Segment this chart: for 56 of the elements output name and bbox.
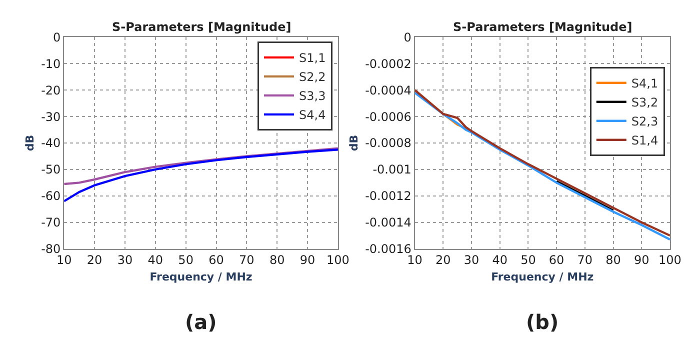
x-tick-label: 70 [577,253,593,268]
line-series [64,148,338,202]
legend-label: S4,1 [631,76,658,91]
x-axis-title: Frequency / MHz [491,270,594,284]
y-tick-label: -0.0004 [365,83,412,98]
x-tick-label: 30 [464,253,480,268]
x-tick-label: 100 [658,253,682,268]
y-tick-label: -0.0002 [365,56,412,71]
y-axis-title: dB [24,134,37,152]
x-tick-label: 20 [86,253,102,268]
x-tick-label: 50 [178,253,194,268]
legend-label: S1,1 [299,51,326,66]
x-axis-title: Frequency / MHz [150,270,252,284]
x-tick-label: 40 [148,253,164,268]
x-tick-label: 20 [436,253,451,268]
legend-label: S4,4 [299,108,326,122]
legend-label: S3,2 [631,96,658,110]
y-tick-label: -0.0006 [365,110,412,124]
chart-title: S-Parameters [Magnitude] [453,20,632,34]
line-series [64,147,338,186]
y-tick-label: -10 [41,56,61,71]
text: (a) [185,310,217,334]
legend-label: S1,4 [631,134,658,148]
y-axis-title: dB [348,134,361,152]
y-tick-label: -0.0008 [365,136,412,150]
x-tick-label: 100 [326,253,350,268]
y-tick-label: -0.0016 [365,242,412,256]
y-tick-label: -80 [41,242,61,256]
x-tick-label: 60 [208,253,224,268]
x-tick-label: 10 [56,253,72,268]
y-tick-label: 0 [53,30,61,44]
y-tick-label: 0 [404,30,412,44]
legend-label: S2,3 [631,114,658,129]
x-tick-label: 60 [548,253,564,268]
legend-label: S2,2 [299,70,326,84]
x-tick-label: 50 [520,253,536,268]
text: (b) [526,310,559,334]
y-tick-label: -60 [41,189,61,204]
x-tick-label: 40 [492,253,508,268]
x-tick-label: 90 [634,253,650,268]
x-tick-label: 80 [269,253,285,268]
x-tick-label: 70 [239,253,254,268]
y-tick-label: -0.0012 [365,189,412,204]
y-tick-label: -20 [41,83,61,98]
y-tick-label: -0.0014 [365,216,412,230]
y-tick-label: -70 [41,216,61,230]
x-tick-label: 10 [407,253,422,268]
y-tick-label: -0.001 [372,162,412,177]
y-tick-label: -40 [41,136,61,150]
x-tick-label: 30 [117,253,133,268]
y-tick-label: -30 [41,110,61,124]
legend-label: S3,3 [299,89,326,104]
y-tick-label: -50 [41,162,61,177]
chart-title: S-Parameters [Magnitude] [112,20,292,34]
x-tick-label: 90 [300,253,316,268]
x-tick-label: 80 [606,253,621,268]
